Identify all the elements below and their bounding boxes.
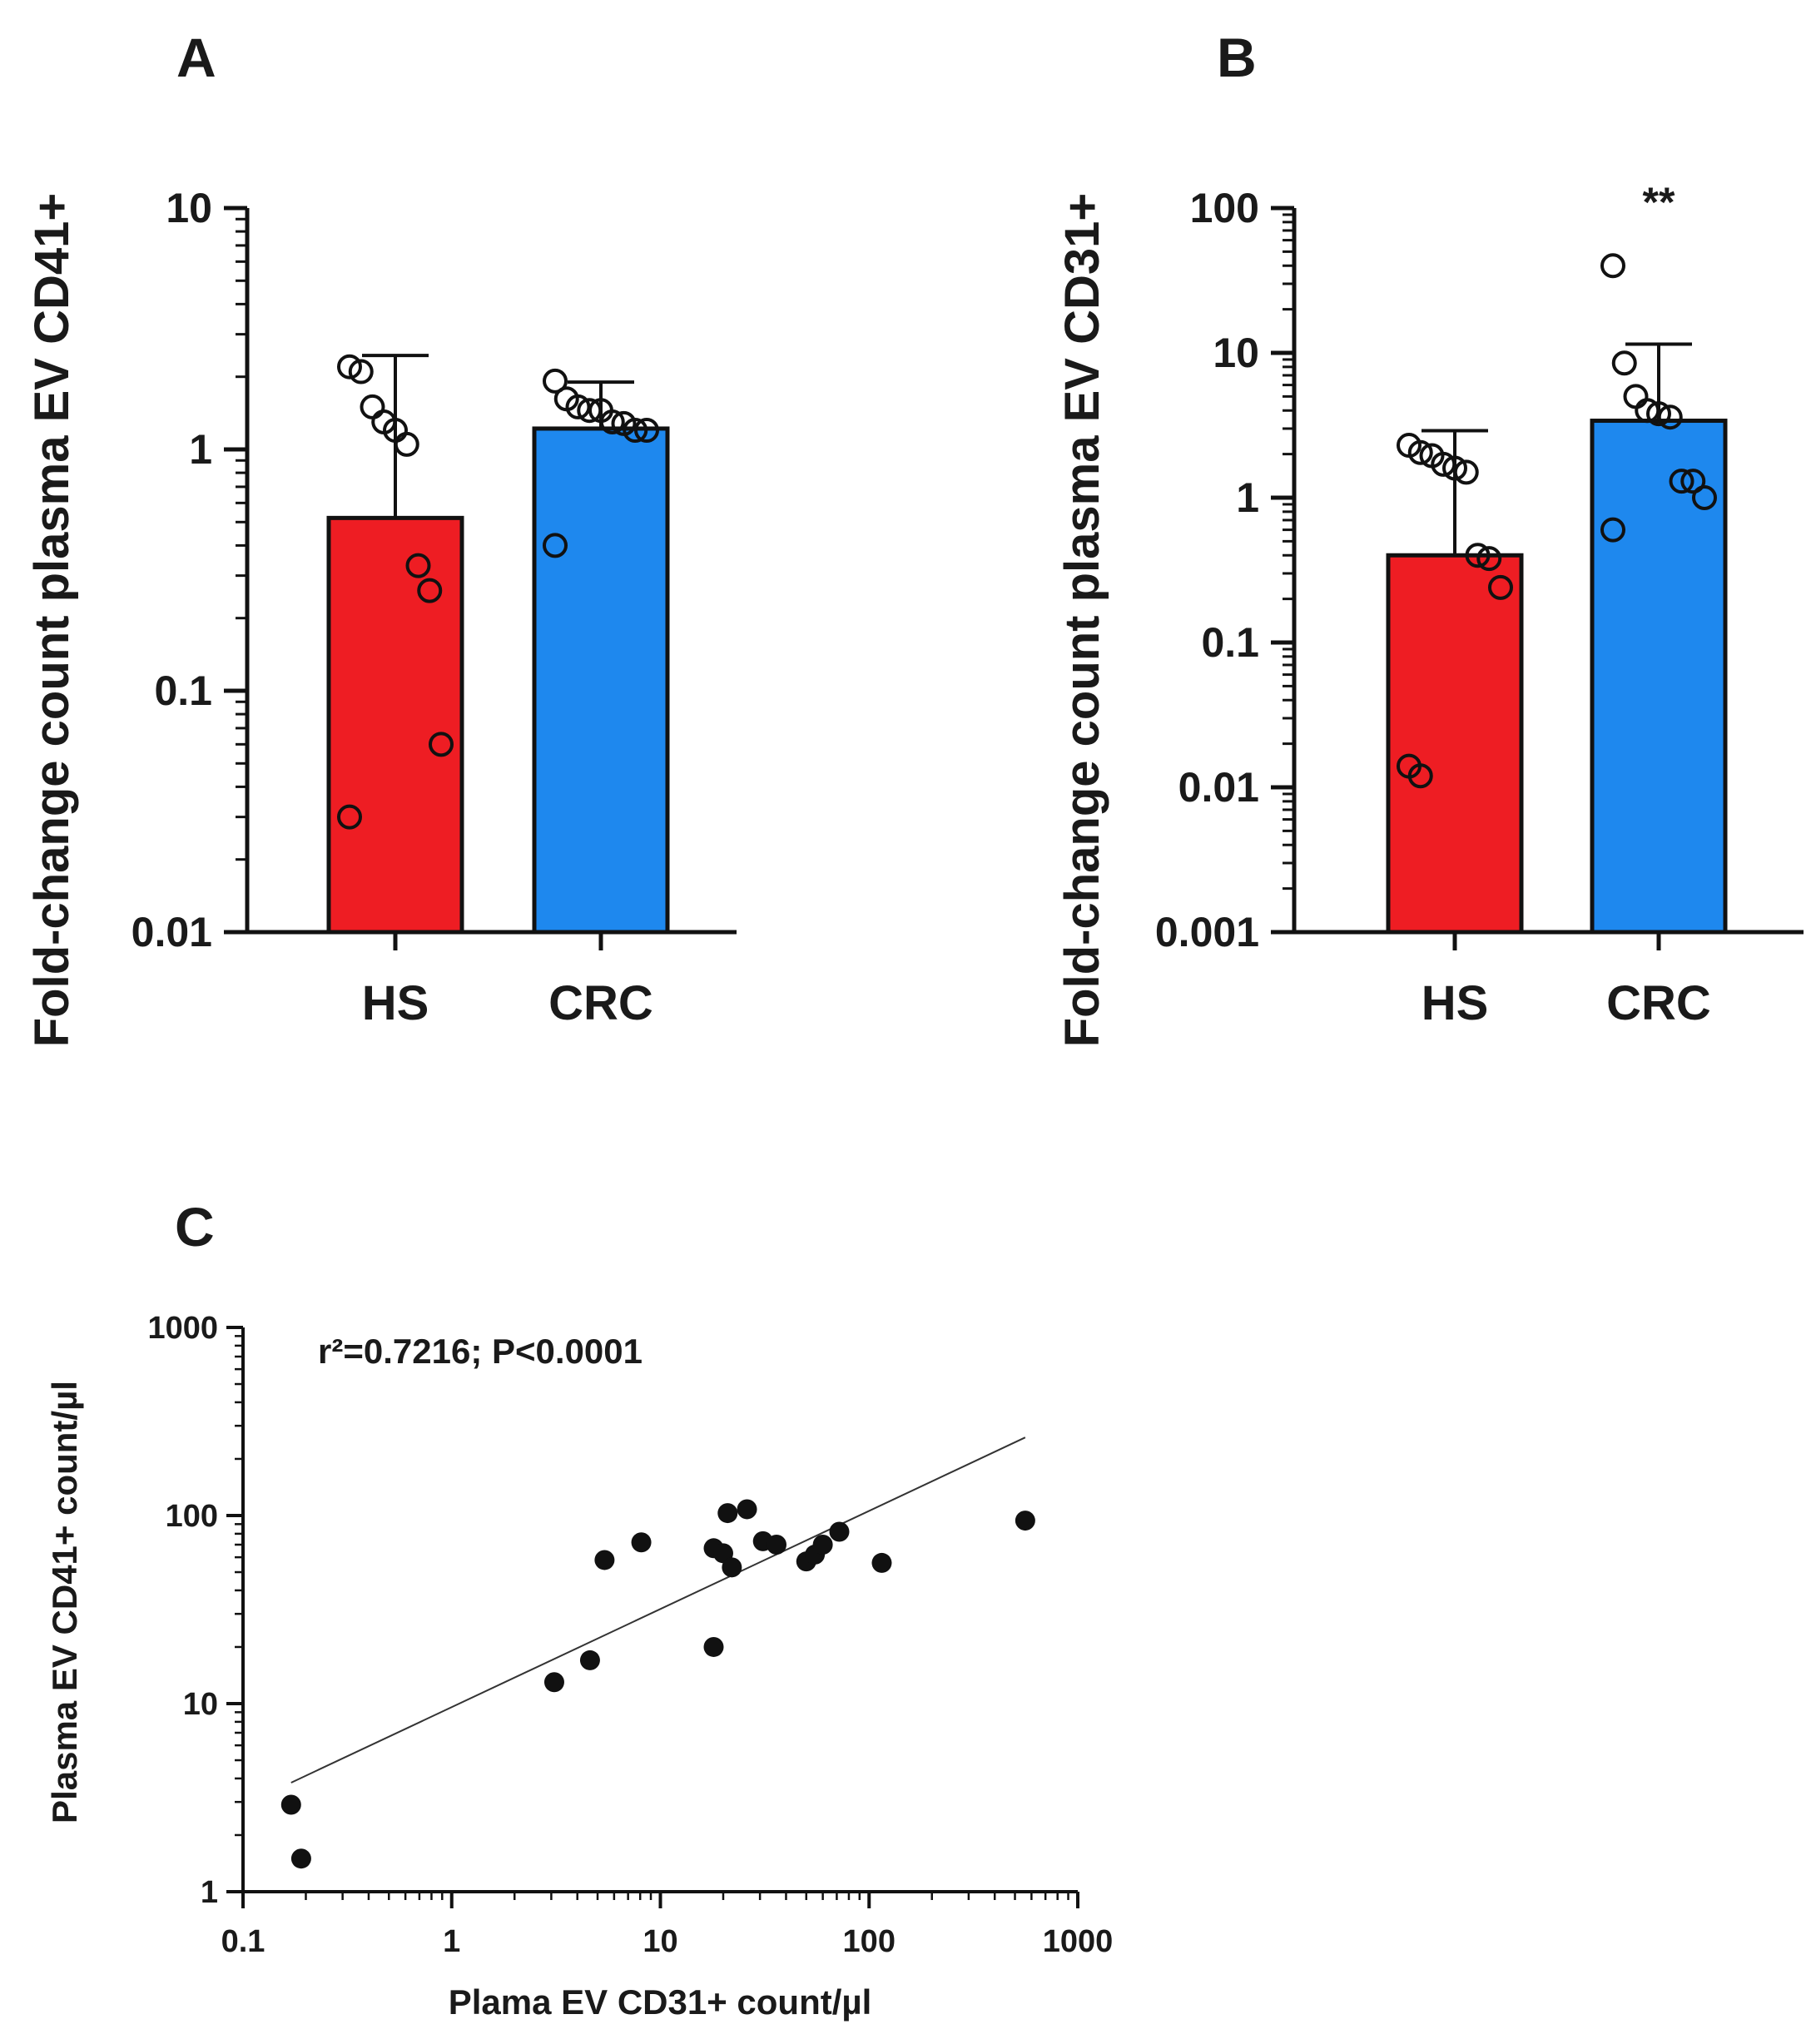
panel-a-point-crc [634, 418, 659, 444]
panel-a-point-crc [623, 418, 648, 444]
panel-c-point [812, 1535, 833, 1555]
panel-c-x-tick-label: 1 [443, 1924, 460, 1959]
panel-b: B Fold-change count plasma EV CD31+ 0.00… [1055, 27, 1804, 1047]
panel-c-point [766, 1535, 786, 1555]
panel-a-bar-hs [326, 515, 464, 935]
panel-b-point-crc [1623, 384, 1649, 409]
panel-c-point [594, 1550, 615, 1570]
panel-b-point-hs [1488, 574, 1513, 600]
panel-c: C Plasma EV CD41+ count/µl Plama EV CD31… [45, 1196, 1113, 2022]
panel-b-point-hs [1407, 439, 1433, 465]
panel-b-point-hs [1465, 543, 1491, 568]
panel-a-y-tick-label: 0.01 [131, 909, 212, 955]
panel-c-point [829, 1521, 850, 1542]
panel-c-point [717, 1503, 738, 1524]
panel-c-x-axis-label: Plama EV CD31+ count/µl [449, 1982, 872, 2022]
panel-c-point [290, 1848, 311, 1869]
panel-b-point-hs [1442, 455, 1467, 481]
panel-c-x-tick-label: 1000 [1043, 1924, 1114, 1959]
panel-b-point-crc [1657, 404, 1683, 430]
panel-a-point-hs [360, 394, 385, 419]
panel-c-y-tick-label: 100 [166, 1499, 218, 1534]
panel-b-bar-crc [1590, 419, 1728, 935]
panel-b-point-crc [1680, 469, 1706, 494]
panel-c-letter: C [175, 1196, 215, 1258]
panel-b-point-crc [1600, 517, 1625, 543]
panel-b-point-crc [1692, 485, 1717, 510]
panel-c-point [703, 1636, 724, 1657]
panel-a-point-hs [405, 553, 431, 578]
panel-c-point [1015, 1511, 1035, 1531]
panel-b-point-hs [1453, 459, 1479, 485]
panel-b-y-tick-label: 1 [1236, 474, 1259, 521]
panel-b-point-hs [1431, 451, 1456, 477]
panel-b-y-tick-label: 0.1 [1201, 619, 1259, 666]
panel-a-category-label: CRC [548, 976, 653, 1030]
panel-a-point-hs [429, 732, 454, 757]
panel-b-bar-hs [1386, 553, 1524, 935]
panel-a: A Fold-change count plasma EV CD41+ 0.01… [25, 27, 737, 1047]
panel-a-point-crc [565, 394, 591, 419]
panel-a-y-axis-label: Fold-change count plasma EV CD41+ [25, 193, 79, 1048]
panel-b-point-crc [1669, 469, 1694, 494]
panel-c-point [871, 1552, 892, 1573]
panel-a-y-tick-label: 1 [189, 426, 212, 473]
panel-b-point-crc [1611, 350, 1637, 376]
panel-b-point-hs [1407, 763, 1433, 789]
panel-b-y-tick-label: 0.001 [1155, 909, 1259, 955]
panel-b-point-crc [1600, 253, 1625, 279]
panel-a-point-hs [348, 359, 374, 384]
panel-c-point [722, 1557, 742, 1578]
panel-c-y-tick-label: 1 [201, 1875, 218, 1910]
panel-a-bar-crc [532, 426, 670, 935]
panel-c-point [579, 1650, 600, 1670]
panel-a-letter: A [176, 27, 216, 88]
panel-b-category-label: HS [1422, 976, 1489, 1030]
panel-a-y-tick-label: 0.1 [154, 667, 212, 714]
panel-b-y-tick-label: 0.01 [1178, 764, 1259, 811]
panel-c-point [631, 1532, 652, 1553]
panel-c-regression-line [290, 1436, 1026, 1784]
panel-a-category-label: HS [362, 976, 429, 1030]
panel-c-x-tick-label: 10 [643, 1924, 677, 1959]
panel-c-y-axis-label: Plasma EV CD41+ count/µl [45, 1381, 84, 1823]
panel-b-letter: B [1217, 27, 1257, 88]
panel-c-x-tick-label: 100 [843, 1924, 896, 1959]
panel-b-point-hs [1476, 546, 1502, 572]
panel-c-point [737, 1499, 757, 1520]
panel-b-category-label: CRC [1606, 976, 1711, 1030]
panel-b-y-axis-label: Fold-change count plasma EV CD31+ [1055, 193, 1109, 1048]
panel-b-significance-mark: ** [1643, 179, 1675, 226]
panel-c-x-tick-label: 0.1 [221, 1924, 265, 1959]
panel-b-y-tick-label: 10 [1213, 330, 1259, 376]
panel-a-point-crc [543, 533, 568, 558]
panel-c-y-tick-label: 10 [183, 1687, 218, 1722]
panel-c-annotation: r²=0.7216; P<0.0001 [318, 1332, 643, 1371]
panel-c-point [543, 1672, 564, 1693]
panel-b-point-crc [1635, 398, 1660, 424]
panel-a-point-hs [417, 578, 443, 603]
panel-b-point-crc [1646, 401, 1671, 427]
panel-a-point-hs [394, 431, 419, 457]
panel-a-point-hs [337, 354, 362, 380]
panel-a-point-hs [337, 804, 362, 830]
panel-a-point-crc [599, 409, 625, 434]
panel-a-point-crc [577, 398, 603, 424]
panel-b-y-tick-label: 100 [1190, 185, 1259, 231]
panel-a-point-crc [543, 368, 568, 394]
panel-c-y-tick-label: 1000 [147, 1311, 218, 1346]
panel-a-y-tick-label: 10 [166, 185, 212, 231]
panel-c-point [280, 1794, 301, 1815]
